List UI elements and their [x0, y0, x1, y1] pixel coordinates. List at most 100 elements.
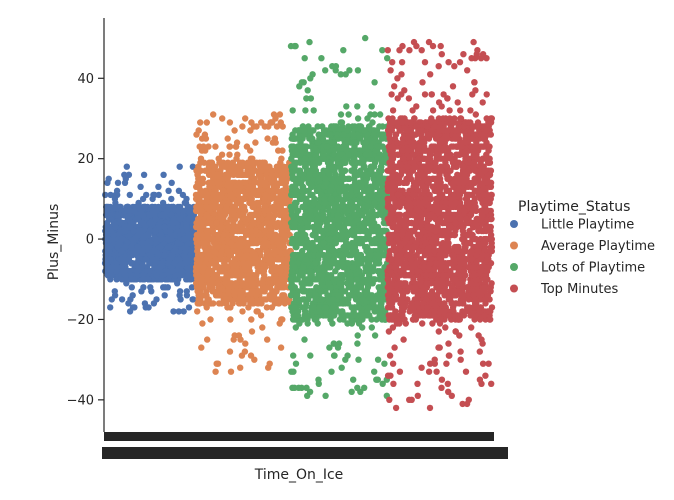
data-point	[231, 127, 238, 134]
data-point	[364, 171, 371, 178]
data-point	[354, 115, 362, 122]
data-point	[359, 312, 366, 319]
data-point	[314, 139, 322, 146]
data-point	[214, 179, 221, 186]
data-point	[202, 167, 209, 174]
data-point	[198, 344, 205, 351]
data-point	[321, 195, 328, 203]
data-point	[352, 312, 359, 319]
data-point	[210, 247, 218, 255]
data-point	[196, 179, 204, 186]
data-point	[274, 235, 282, 243]
data-point	[342, 356, 349, 363]
data-point	[291, 384, 298, 391]
data-point	[304, 312, 311, 319]
data-point	[357, 123, 365, 130]
data-point	[381, 360, 388, 367]
data-point	[334, 155, 341, 162]
data-point	[274, 256, 282, 263]
data-point	[336, 280, 343, 287]
data-point	[215, 300, 223, 307]
data-point	[332, 62, 340, 70]
data-point	[279, 147, 286, 154]
data-point	[125, 171, 133, 178]
data-point	[198, 135, 206, 142]
data-point	[203, 119, 210, 126]
data-point	[293, 191, 300, 199]
data-point	[107, 304, 114, 311]
data-point	[244, 215, 251, 223]
data-point	[371, 235, 379, 243]
data-point	[241, 348, 249, 355]
data-point	[182, 260, 189, 267]
data-point	[179, 191, 187, 199]
data-point	[248, 171, 255, 178]
data-point	[300, 175, 307, 182]
data-point	[145, 243, 153, 251]
data-point	[195, 127, 202, 134]
data-point	[157, 264, 164, 271]
data-point	[296, 215, 303, 223]
data-point	[253, 211, 260, 219]
data-point	[304, 392, 311, 399]
data-point	[338, 364, 345, 371]
data-point	[104, 203, 111, 211]
data-point	[314, 320, 321, 327]
data-point	[263, 284, 271, 291]
data-point	[368, 227, 375, 235]
data-point	[336, 316, 344, 323]
data-point	[198, 251, 205, 259]
data-point	[136, 227, 143, 235]
data-point	[268, 179, 275, 186]
data-point	[354, 384, 361, 391]
data-point	[249, 288, 256, 295]
data-point	[224, 135, 231, 142]
data-point	[147, 251, 154, 259]
data-point	[302, 107, 309, 114]
data-point	[376, 123, 383, 130]
data-point	[147, 284, 154, 291]
data-point	[185, 207, 192, 215]
data-point	[123, 163, 130, 170]
data-point	[166, 227, 174, 235]
data-point	[203, 219, 211, 227]
data-point	[374, 376, 381, 383]
data-point	[263, 304, 271, 311]
data-point	[104, 179, 111, 186]
data-point	[118, 296, 126, 303]
data-point	[171, 260, 178, 267]
data-point	[315, 251, 322, 259]
data-point	[177, 296, 184, 303]
data-point	[318, 55, 325, 62]
data-point	[302, 256, 310, 263]
data-point	[301, 55, 308, 62]
data-point	[111, 292, 119, 299]
data-point	[371, 276, 379, 283]
data-point	[175, 256, 183, 263]
data-point	[245, 276, 253, 283]
data-point	[248, 328, 256, 335]
data-point	[328, 368, 335, 375]
data-point	[281, 231, 289, 239]
data-point	[143, 191, 150, 199]
data-point	[310, 107, 317, 114]
data-point	[180, 207, 187, 215]
data-point	[356, 268, 363, 275]
data-point	[226, 143, 234, 150]
data-point	[262, 203, 269, 211]
data-point	[298, 384, 305, 391]
data-point	[337, 119, 344, 126]
data-point	[218, 151, 226, 158]
data-point	[340, 264, 347, 271]
data-point	[353, 235, 360, 243]
data-point	[268, 171, 275, 178]
data-point	[193, 272, 200, 279]
data-point	[213, 219, 220, 227]
data-point	[324, 264, 331, 271]
data-point	[354, 332, 361, 339]
data-point	[398, 59, 406, 66]
data-point	[350, 131, 357, 138]
data-point	[320, 211, 327, 219]
data-point	[354, 103, 361, 110]
